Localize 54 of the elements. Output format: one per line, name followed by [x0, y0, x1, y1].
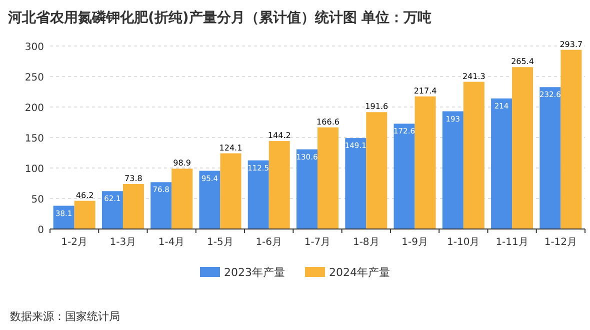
data-label: 166.6	[316, 117, 340, 126]
bar	[512, 67, 534, 229]
bar	[394, 124, 415, 229]
bar	[366, 112, 388, 229]
bar	[560, 50, 582, 229]
x-tick-label: 1-10月	[447, 237, 480, 248]
y-tick-label: 50	[31, 194, 44, 206]
x-tick-label: 1-8月	[352, 237, 380, 248]
bar	[296, 149, 318, 229]
bar	[199, 170, 220, 229]
data-label: 46.2	[76, 190, 94, 200]
data-label: 265.4	[511, 57, 534, 66]
bar	[102, 191, 123, 229]
source-note: 数据来源：国家统计局	[10, 310, 120, 323]
chart-title: 河北省农用氮磷钾化肥(折纯)产量分月（累计值）统计图 单位：万吨	[7, 9, 432, 26]
bar	[220, 153, 242, 229]
bar	[318, 127, 338, 229]
x-tick-label: 1-5月	[207, 237, 234, 248]
data-label: 217.4	[414, 86, 437, 96]
y-tick-label: 250	[24, 72, 44, 84]
x-tick-label: 1-11月	[496, 237, 528, 248]
bar	[268, 141, 290, 229]
x-tick-label: 1-12月	[544, 237, 578, 248]
x-tick-label: 1-6月	[256, 237, 282, 248]
bar	[442, 111, 464, 229]
data-label: 124.1	[219, 143, 242, 152]
bar	[345, 138, 366, 229]
bar	[150, 182, 172, 229]
bar	[74, 200, 96, 229]
data-label: 73.8	[124, 174, 142, 183]
bar	[540, 87, 561, 229]
x-tick-label: 1-2月	[61, 237, 88, 248]
bar	[463, 82, 484, 229]
legend-label: 2024年产量	[329, 266, 390, 279]
bar	[248, 160, 269, 229]
bar	[122, 184, 144, 229]
y-tick-label: 200	[24, 103, 44, 114]
bar	[491, 98, 512, 229]
data-label: 293.7	[560, 40, 583, 49]
x-tick-label: 1-3月	[110, 237, 136, 248]
x-tick-label: 1-7月	[304, 237, 331, 248]
legend-label: 2023年产量	[224, 266, 285, 279]
y-tick-label: 100	[24, 164, 44, 175]
data-label: 98.9	[173, 158, 191, 168]
y-tick-label: 150	[24, 134, 44, 144]
bar	[172, 168, 193, 229]
data-label: 144.2	[268, 131, 291, 140]
bar	[414, 96, 436, 229]
data-label: 241.3	[462, 72, 486, 81]
y-tick-label: 300	[24, 42, 44, 53]
x-tick-label: 1-9月	[402, 237, 428, 248]
y-tick-label: 0	[38, 225, 44, 236]
x-tick-label: 1-4月	[158, 237, 185, 248]
data-label: 191.6	[365, 102, 388, 112]
